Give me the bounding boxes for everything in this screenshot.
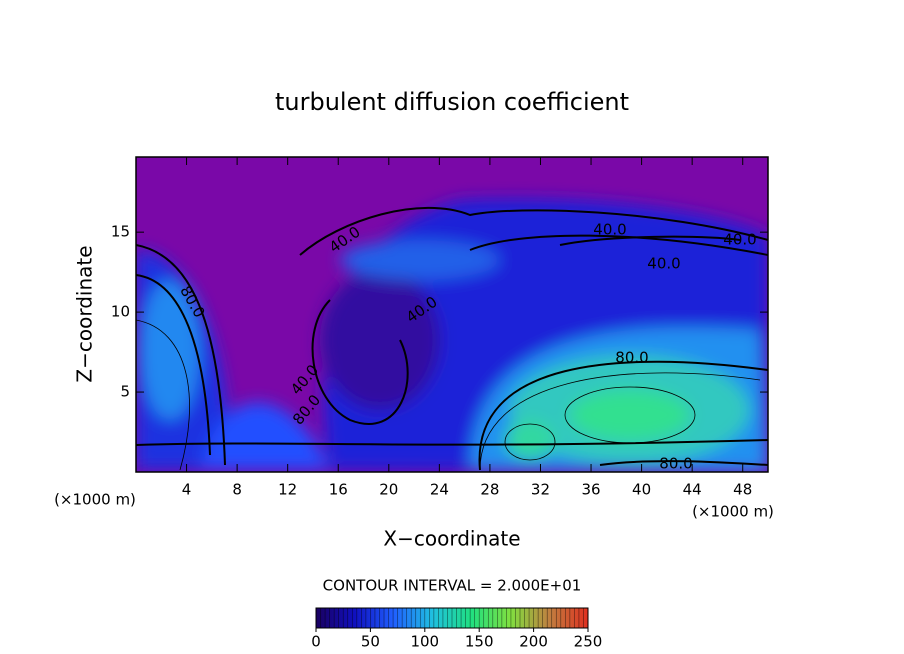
colorbar-tick-label: 50 (361, 633, 380, 651)
x-tick-label: 36 (581, 481, 600, 499)
contour-label: 40.0 (723, 231, 756, 249)
y-tick-label: 10 (111, 303, 130, 321)
x-tick-label: 16 (329, 481, 348, 499)
x-tick-label: 44 (683, 481, 702, 499)
x-unit-label: (×1000 m) (54, 491, 136, 509)
contour-label: 80.0 (659, 455, 692, 473)
colorbar-tick-label: 0 (311, 633, 321, 651)
x-tick-label: 24 (430, 481, 449, 499)
plot-frame (135, 156, 769, 473)
y-tick-label: 15 (111, 223, 130, 241)
x-tick-label: 4 (182, 481, 192, 499)
x-tick-label: 40 (632, 481, 651, 499)
x-tick-label: 8 (232, 481, 242, 499)
x-unit-label: (×1000 m) (692, 503, 774, 521)
x-tick-label: 28 (480, 481, 499, 499)
x-tick-label: 48 (733, 481, 752, 499)
contour-label: 80.0 (615, 349, 648, 367)
contour-label: 40.0 (593, 221, 626, 239)
colorbar-tick-label: 150 (465, 633, 494, 651)
colorbar-tick-label: 250 (574, 633, 603, 651)
x-tick-label: 12 (278, 481, 297, 499)
colorbar-tick-label: 100 (410, 633, 439, 651)
chart-title: turbulent diffusion coefficient (275, 88, 629, 116)
x-tick-label: 32 (531, 481, 550, 499)
contour-field (136, 157, 768, 472)
y-tick-label: 5 (120, 383, 130, 401)
y-axis-label: Z−coordinate (73, 245, 97, 382)
x-axis-label: X−coordinate (383, 527, 520, 551)
colorbar-tick-label: 200 (519, 633, 548, 651)
contour-label: 40.0 (647, 255, 680, 273)
contour-interval: CONTOUR INTERVAL = 2.000E+01 (323, 577, 582, 595)
x-tick-label: 20 (379, 481, 398, 499)
